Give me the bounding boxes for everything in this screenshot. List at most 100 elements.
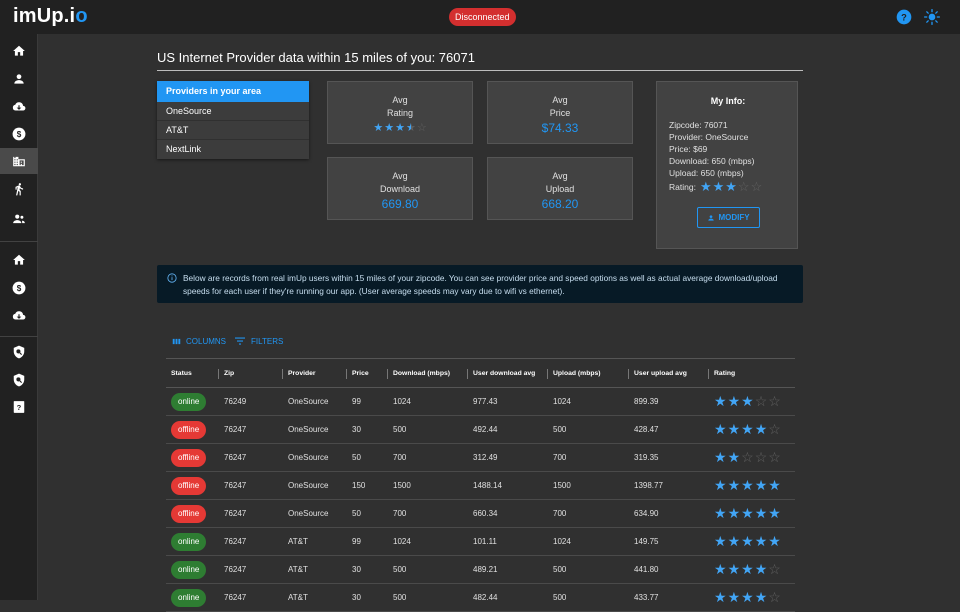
rating-stars: ★ ★ ★ ★ ☆ [714,562,781,576]
column-header-user-upload-avg[interactable]: User upload avg [634,370,687,377]
sidebar-item-pricing-2[interactable]: $ [0,275,38,301]
cell-upload: 500 [553,425,567,434]
my-info-zipcode: Zipcode: 76071 [669,120,728,130]
provider-item-onesource[interactable]: OneSource [157,102,309,121]
star-icon: ★ [714,477,727,493]
avg-rating-label-2: Rating [386,108,413,118]
app-bar: imUp.io Disconnected ? [0,0,960,34]
star-icon: ★ [754,533,768,549]
modify-button-label: MODIFY [718,213,750,222]
provider-item-nextlink[interactable]: NextLink [166,144,202,154]
sidebar-item-home[interactable] [0,38,38,64]
avg-price-card: Avg Price $74.33 [487,81,633,144]
cell-provider: OneSource [288,453,329,462]
cell-provider: OneSource [288,509,329,518]
column-header-rating[interactable]: Rating [714,370,736,377]
brightness-icon[interactable] [924,9,940,25]
table-row[interactable]: offline 76247 OneSource 50 700 660.34 700 634.9… [166,500,795,528]
table-row[interactable]: online 76247 AT&T 30 500 482.44 500 433.77 ★ ★ ★ ★ ☆ [166,584,795,612]
filter-icon [235,337,246,345]
cell-user-upload-avg: 441.80 [634,565,659,574]
columns-button[interactable]: COLUMNS [172,335,226,347]
help-icon[interactable]: ? [896,9,912,25]
filters-button[interactable]: FILTERS [234,335,283,347]
column-header-zip[interactable]: Zip [224,370,235,377]
sidebar-item-community[interactable] [0,206,38,232]
avg-rating-label-1: Avg [392,95,408,105]
title-divider [157,70,803,71]
avg-upload-label-1: Avg [552,171,568,181]
status-chip: online [171,561,207,579]
my-info-price: Price: $69 [669,144,708,154]
star-icon: ☆ [768,561,781,577]
table-row[interactable]: online 76247 AT&T 30 500 489.21 500 441.80 ★ ★ ★ ★ ☆ [166,556,795,584]
sidebar-item-help[interactable]: ? [0,394,38,420]
column-header-user-download-avg[interactable]: User download avg [473,370,536,377]
table-row[interactable]: offline 76247 OneSource 30 500 492.44 500 428.4… [166,416,795,444]
sidebar-item-speed-test[interactable] [0,94,38,120]
table-row[interactable]: offline 76247 OneSource 50 700 312.49 700 319.3… [166,444,795,472]
cell-price: 30 [352,565,361,574]
cell-provider: OneSource [288,397,329,406]
cell-user-upload-avg: 1398.77 [634,481,663,490]
star-icon: ★ [727,449,741,465]
cell-download: 1024 [393,537,411,546]
column-separator[interactable] [346,369,347,379]
star-icon: ☆ [768,449,781,465]
sidebar-item-search-1[interactable] [0,339,38,365]
column-header-provider[interactable]: Provider [288,370,316,377]
avg-upload-card: Avg Upload 668.20 [487,157,633,220]
cell-download: 500 [393,565,407,574]
table-row[interactable]: online 76249 OneSource 99 1024 977.43 1024 899.… [166,388,795,416]
star-icon: ☆ [750,179,763,194]
table-row[interactable]: online 76247 AT&T 99 1024 101.11 1024 149.75 ★ ★ ★… [166,528,795,556]
providers-list-heading[interactable]: Providers in your area [157,81,309,102]
column-separator[interactable] [467,369,468,379]
modify-button[interactable]: MODIFY [697,207,760,228]
sidebar-item-profile[interactable] [0,66,38,92]
star-icon: ☆ [768,421,781,437]
cell-upload: 700 [553,453,567,462]
status-chip: offline [171,505,207,523]
app-logo[interactable]: imUp.io [13,5,88,27]
sidebar-item-providers[interactable] [0,148,38,174]
sidebar-item-download[interactable] [0,303,38,329]
building-icon [13,156,25,167]
my-info-upload: Upload: 650 (mbps) [669,168,744,178]
column-separator[interactable] [218,369,219,379]
cell-user-upload-avg: 433.77 [634,593,659,602]
cell-provider: OneSource [288,425,329,434]
star-icon: ★ [727,589,741,605]
avg-upload-value: 668.20 [541,197,579,211]
column-separator[interactable] [387,369,388,379]
cloud-download-icon [12,102,26,111]
column-separator[interactable] [708,369,709,379]
sidebar-item-activity[interactable] [0,176,38,202]
cell-price: 150 [352,481,366,490]
column-header-price[interactable]: Price [352,370,369,377]
cell-zip: 76247 [224,537,247,546]
cell-zip: 76247 [224,425,247,434]
star-icon: ☆ [768,393,781,409]
star-icon: ☆ [416,122,427,134]
svg-text:?: ? [17,403,22,412]
cell-user-download-avg: 312.49 [473,453,498,462]
column-separator[interactable] [547,369,548,379]
sidebar-item-search-2[interactable] [0,367,38,393]
provider-item-att[interactable]: AT&T [157,121,309,140]
table-row[interactable]: offline 76247 OneSource 150 1500 1488.14 1500 1… [166,472,795,500]
column-header-upload[interactable]: Upload (mbps) [553,370,601,377]
column-header-download[interactable]: Download (mbps) [393,370,451,377]
my-info-title: My Info: [710,96,746,106]
column-separator[interactable] [282,369,283,379]
column-header-status[interactable]: Status [171,370,192,377]
column-separator[interactable] [628,369,629,379]
sidebar-item-home-2[interactable] [0,247,38,273]
svg-text:$: $ [17,284,22,293]
sidebar-item-pricing[interactable]: $ [0,121,38,147]
avg-download-value: 669.80 [381,197,419,211]
group-icon [13,214,25,224]
cell-provider: AT&T [288,593,308,602]
cell-price: 99 [352,397,361,406]
star-icon: ☆ [768,589,781,605]
